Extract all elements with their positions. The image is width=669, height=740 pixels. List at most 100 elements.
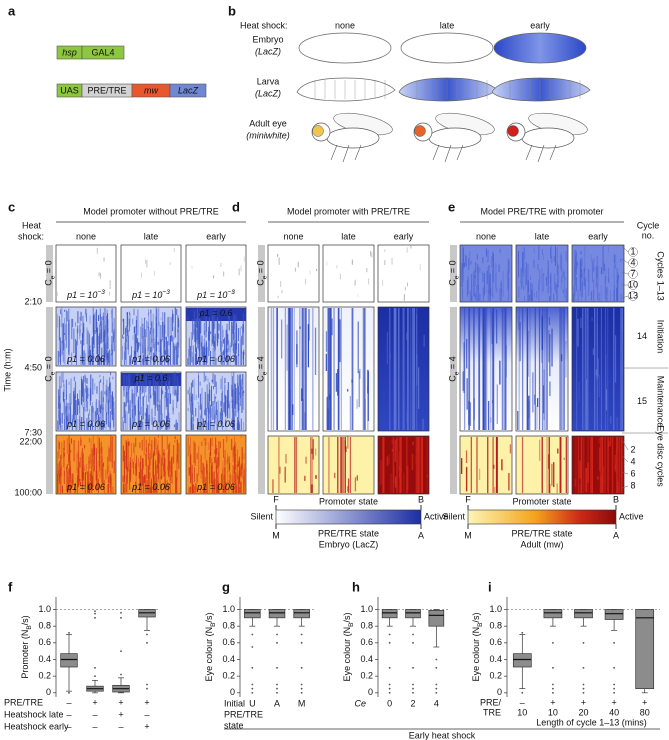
heatmap-streak [113, 407, 115, 428]
heatmap-streak [203, 466, 205, 482]
heatmap-streak [465, 254, 467, 266]
heatmap-streak [224, 478, 226, 493]
box [60, 653, 78, 668]
label-part: B [210, 623, 217, 627]
heatmap-streak [151, 338, 153, 360]
heatmap-streak [203, 437, 205, 442]
condition: early [530, 20, 550, 30]
heatmap-streak [137, 342, 139, 359]
heatmap-streak [59, 468, 61, 493]
heatmap-streak [136, 339, 138, 352]
heatmap-streak [220, 408, 222, 412]
heatmap-streak [582, 308, 584, 430]
heatmap-streak [212, 401, 214, 420]
heatmap-streak [157, 372, 159, 404]
heatmap-streak [214, 418, 216, 430]
heatmap-streak [616, 437, 618, 493]
heatmap-streak [80, 452, 82, 481]
heatmap-streak [490, 417, 492, 423]
colorbar-label: A [613, 530, 619, 540]
heatmap-streak [75, 338, 77, 358]
heatmap-streak [234, 340, 236, 346]
heatmap-streak [147, 404, 149, 426]
heatmap-streak [207, 422, 209, 430]
heatmap-streak [543, 272, 545, 275]
heatmap-streak [574, 286, 576, 301]
y-tick-label: 0.6 [489, 637, 502, 647]
heatmap-streak [85, 353, 87, 365]
heatmap-streak [132, 318, 134, 325]
label-part: p1 = 10 [66, 290, 97, 300]
heatmap-streak [597, 358, 599, 377]
heatmap-streak [281, 290, 283, 293]
heatmap-streak [239, 380, 241, 407]
heatmap-streak [204, 343, 206, 365]
heatmap-streak [201, 387, 203, 419]
fly-leg [549, 144, 557, 161]
phase-cycle: 15 [637, 396, 647, 406]
outlier [276, 683, 278, 686]
heatmap-streak [172, 399, 174, 411]
heatmap-streak [198, 445, 200, 476]
heatmap-streak [98, 315, 100, 321]
heatmap-streak [63, 380, 65, 387]
heatmap-streak [122, 318, 124, 322]
heatmap-streak [316, 268, 318, 272]
heatmap-streak [212, 472, 214, 493]
heatmap-streak [581, 279, 583, 301]
heatmap-streak [160, 324, 162, 354]
heatmap-streak [155, 375, 157, 390]
heatmap-streak [101, 421, 103, 430]
box [512, 653, 532, 668]
heatmap-streak [470, 437, 472, 493]
heatmap-streak [122, 336, 124, 339]
heatmap-streak [238, 456, 240, 485]
heatmap-streak [527, 279, 529, 292]
heatmap-streak [86, 417, 88, 430]
outlier [120, 616, 122, 619]
cycle-number: 4 [630, 257, 635, 267]
heatmap-streak [223, 475, 225, 492]
heatmap-streak [198, 349, 200, 365]
cycle-number: 4 [630, 456, 635, 466]
heatmap-streak [104, 391, 106, 395]
heatmap-streak [61, 323, 63, 344]
heatmap-streak [107, 399, 109, 427]
heatmap-streak [580, 437, 583, 493]
heatmap-streak [413, 348, 415, 388]
heatmap-streak [295, 437, 298, 493]
colorbar-label: PRE/TRE state [318, 528, 379, 538]
heatmap-streak [190, 382, 192, 403]
heatmap-streak [305, 278, 307, 285]
heatmap-streak [152, 377, 154, 396]
heatmap-streak [68, 381, 70, 385]
heatmap-streak [167, 452, 169, 476]
heatmap-streak [150, 309, 152, 314]
heatmap-streak [80, 311, 82, 321]
heatmap-streak [550, 284, 552, 301]
heatmap-streak [79, 419, 81, 430]
heatmap-streak [212, 424, 214, 430]
heatmap-streak [539, 439, 541, 461]
heatmap-streak [232, 347, 234, 351]
heatmap-streak [193, 329, 195, 334]
heatmap-streak [501, 308, 504, 430]
outlier [613, 683, 615, 686]
colorbar-label: F [465, 494, 471, 504]
heatmap-streak [221, 390, 223, 420]
heatmap-streak [475, 294, 477, 301]
heatmap-streak [69, 443, 71, 475]
annotation: p1 = 0.06 [66, 482, 105, 492]
heatmap-streak [89, 345, 91, 365]
outlier [552, 683, 554, 686]
heatmap-streak [240, 265, 242, 272]
label-part: p1 = 10 [131, 290, 162, 300]
heatmap-streak [204, 441, 206, 460]
heatmap-streak [154, 486, 156, 493]
heatmap-streak [73, 328, 75, 354]
heatmap-streak [560, 437, 562, 493]
heatmap-streak [65, 408, 67, 430]
heatmap-streak [168, 461, 170, 464]
heatmap-streak [129, 355, 131, 365]
heatmap-streak [67, 402, 69, 422]
